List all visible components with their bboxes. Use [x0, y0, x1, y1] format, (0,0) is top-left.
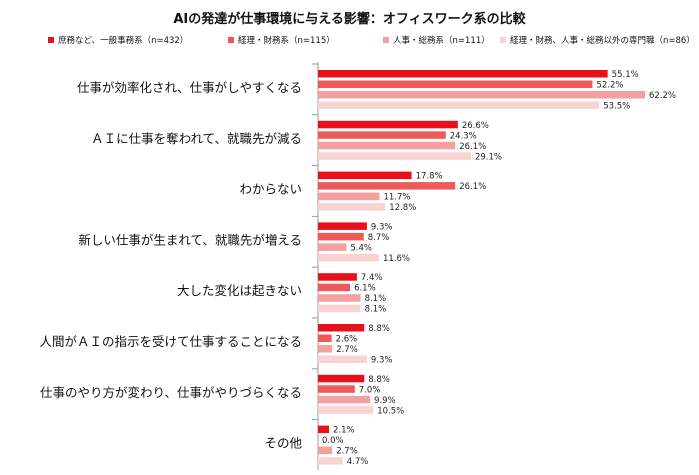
bar: [318, 395, 371, 404]
bar: [318, 182, 456, 190]
legend-label: 庶務など、一般事務系（n=432）: [58, 36, 189, 46]
bar: [318, 171, 412, 180]
data-label: 8.7%: [368, 233, 390, 243]
bar: [318, 425, 330, 434]
bar: [318, 253, 379, 262]
bar: [318, 80, 593, 88]
bar: [318, 222, 367, 230]
legend-item: 経理・財務系（n=115）: [228, 34, 335, 46]
data-label: 2.7%: [336, 345, 358, 355]
bar: [318, 91, 645, 99]
bar: [318, 232, 364, 241]
bar: [318, 294, 361, 302]
legend-label: 人事・総務系（n=111）: [393, 36, 490, 46]
bar: [318, 70, 608, 78]
legend-label: 経理・財務、人事・総務以外の専門職（n=86）: [510, 36, 695, 46]
data-label: 0.0%: [322, 436, 344, 446]
bar: [318, 446, 333, 455]
data-label: 9.3%: [371, 356, 393, 366]
data-label: 55.1%: [612, 70, 639, 80]
data-label: 52.2%: [596, 81, 623, 91]
data-label: 17.8%: [416, 172, 443, 182]
data-label: 24.3%: [450, 131, 477, 141]
bar: [318, 131, 446, 139]
legend-item: 経理・財務、人事・総務以外の専門職（n=86）: [500, 34, 695, 46]
bar: [318, 120, 458, 129]
bar: [318, 192, 380, 201]
data-label: 11.7%: [384, 193, 411, 203]
category-label: 人間がＡＩの指示を受けて仕事することになる: [39, 334, 302, 349]
data-label: 7.4%: [361, 273, 383, 283]
category-label: その他: [264, 436, 302, 451]
bar: [318, 385, 355, 393]
data-label: 10.5%: [377, 406, 404, 416]
data-label: 26.1%: [459, 142, 486, 152]
bar: [318, 345, 333, 353]
data-label: 6.1%: [354, 284, 376, 294]
bar: [318, 406, 374, 414]
bar: [318, 152, 471, 160]
data-label: 5.4%: [350, 243, 372, 253]
data-label: 7.0%: [359, 385, 381, 395]
data-label: 8.1%: [365, 305, 387, 315]
data-label: 26.1%: [459, 182, 486, 192]
data-label: 8.8%: [368, 375, 390, 385]
data-label: 12.8%: [389, 203, 416, 213]
bar: [318, 457, 343, 465]
category-label: 仕事が効率化され、仕事がしやすくなる: [77, 80, 302, 95]
legend-swatch: [228, 37, 234, 43]
bar: [318, 101, 600, 109]
legend-item: 庶務など、一般事務系（n=432）: [48, 34, 188, 46]
legend-swatch: [48, 37, 54, 43]
data-label: 8.1%: [365, 294, 387, 304]
bar: [318, 141, 456, 150]
bar: [318, 304, 361, 313]
data-label: 53.5%: [603, 102, 630, 112]
data-label: 2.1%: [333, 426, 355, 436]
data-label: 11.6%: [383, 254, 410, 264]
bar: [318, 203, 386, 211]
bar: [318, 273, 357, 281]
bar: [318, 324, 365, 332]
bar: [318, 243, 347, 251]
data-label: 62.2%: [649, 91, 676, 101]
chart-title: AIの発達が仕事環境に与える影響：オフィスワーク系の比較: [173, 12, 526, 27]
legend-swatch: [500, 37, 506, 43]
data-label: 29.1%: [475, 152, 502, 162]
legend: 庶務など、一般事務系（n=432） 経理・財務系（n=115） 人事・総務系（n=1…: [38, 34, 695, 50]
bar: [318, 374, 365, 383]
data-label: 2.7%: [336, 447, 358, 457]
category-label: 大した変化は起きない: [177, 283, 302, 298]
legend-label: 経理・財務系（n=115）: [238, 36, 335, 46]
data-label: 8.8%: [368, 324, 390, 334]
category-label: ＡＩに仕事を奪われて、就職先が減る: [91, 131, 302, 146]
bar: [318, 334, 332, 342]
bar: [318, 355, 367, 363]
data-label: 9.3%: [371, 222, 393, 232]
legend-item: 人事・総務系（n=111）: [383, 34, 490, 46]
data-label: 9.9%: [374, 396, 396, 406]
legend-swatch: [383, 37, 389, 43]
bar: [318, 283, 351, 292]
category-label: 仕事のやり方が変わり、仕事がやりづらくなる: [40, 385, 302, 400]
data-label: 4.7%: [347, 457, 369, 467]
category-label: 新しい仕事が生まれて、就職先が増える: [78, 232, 302, 247]
category-label: わからない: [239, 182, 302, 197]
data-label: 2.6%: [336, 335, 358, 345]
data-label: 26.6%: [462, 121, 489, 131]
